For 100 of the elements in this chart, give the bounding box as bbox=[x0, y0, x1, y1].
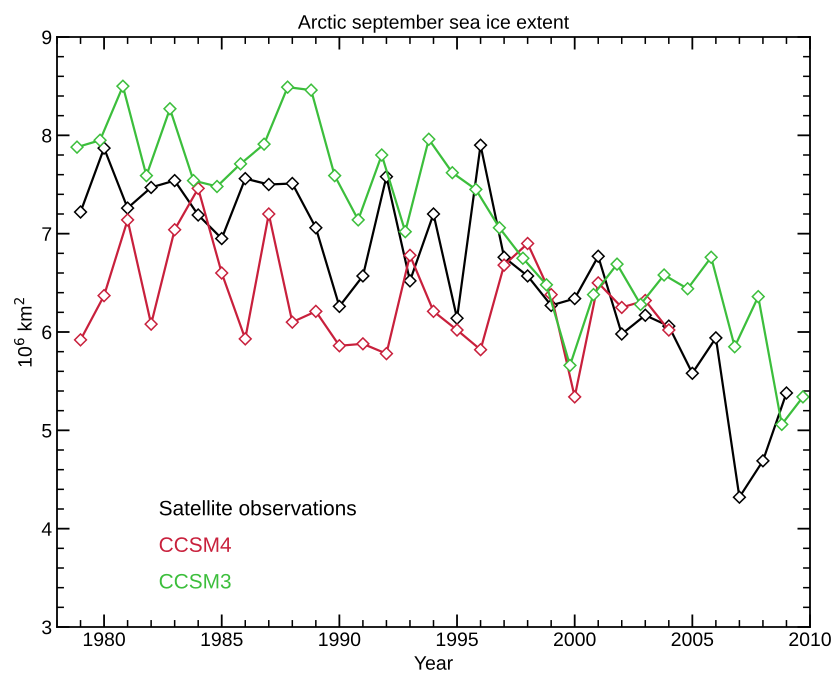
point bbox=[332, 300, 346, 314]
point bbox=[97, 288, 111, 302]
point bbox=[780, 386, 794, 400]
point bbox=[215, 266, 228, 280]
point bbox=[680, 282, 694, 296]
point bbox=[168, 174, 182, 188]
point bbox=[403, 248, 417, 262]
point bbox=[280, 80, 294, 94]
point bbox=[120, 213, 134, 227]
point bbox=[634, 298, 648, 312]
text: CCSM3 bbox=[160, 574, 231, 589]
point bbox=[775, 418, 788, 432]
point bbox=[540, 278, 554, 292]
text: CCSM4 bbox=[160, 537, 231, 552]
y-tick-label: 7 bbox=[42, 227, 52, 241]
y-tick-label: 3 bbox=[42, 620, 52, 634]
point bbox=[704, 250, 718, 264]
point bbox=[262, 207, 276, 221]
point bbox=[756, 454, 770, 468]
text: Satellite observations bbox=[160, 500, 356, 516]
y-axis-title: 10$^{6}$ km$^{2}$ bbox=[14, 298, 32, 366]
point bbox=[586, 288, 600, 302]
point bbox=[398, 225, 412, 238]
point bbox=[474, 138, 488, 152]
point bbox=[403, 274, 417, 288]
point bbox=[796, 390, 810, 404]
point bbox=[215, 232, 228, 246]
point bbox=[686, 366, 699, 380]
point bbox=[450, 312, 464, 325]
point bbox=[610, 257, 624, 271]
point bbox=[563, 358, 577, 372]
x-tick-label: 1980 bbox=[84, 632, 125, 646]
point bbox=[568, 390, 582, 404]
point bbox=[309, 304, 322, 318]
point bbox=[422, 132, 436, 146]
point bbox=[520, 236, 534, 250]
point bbox=[163, 102, 177, 116]
point bbox=[592, 250, 605, 263]
point bbox=[356, 337, 370, 350]
point bbox=[192, 182, 205, 196]
point bbox=[516, 252, 530, 265]
x-tick-label: 2010 bbox=[789, 632, 831, 646]
point bbox=[352, 213, 365, 227]
point bbox=[497, 258, 511, 272]
x-tick-label: 1985 bbox=[202, 632, 243, 646]
point bbox=[186, 174, 200, 188]
point bbox=[709, 331, 723, 345]
y-tick-label: 9 bbox=[42, 30, 52, 44]
point bbox=[492, 221, 506, 234]
point bbox=[615, 327, 628, 341]
point bbox=[257, 138, 271, 151]
point bbox=[116, 80, 130, 93]
point bbox=[140, 168, 154, 182]
point bbox=[332, 339, 346, 352]
y-tick-label: 6 bbox=[42, 325, 52, 340]
chart-title: Arctic september sea ice extent bbox=[298, 14, 569, 33]
y-tick-label: 8 bbox=[42, 128, 52, 143]
x-tick-label: 1990 bbox=[319, 632, 360, 646]
point bbox=[446, 166, 459, 180]
point bbox=[356, 269, 370, 283]
point bbox=[520, 269, 534, 283]
point bbox=[657, 268, 671, 282]
point bbox=[309, 221, 322, 234]
point bbox=[210, 180, 224, 194]
point bbox=[168, 223, 182, 236]
point bbox=[304, 83, 318, 97]
point bbox=[752, 290, 765, 304]
point bbox=[192, 208, 205, 222]
point bbox=[450, 323, 464, 337]
x-tick-label: 2005 bbox=[672, 632, 714, 646]
point bbox=[662, 323, 676, 337]
point bbox=[93, 134, 107, 147]
x-axis-title: Year bbox=[414, 656, 453, 670]
point bbox=[474, 343, 488, 356]
point bbox=[469, 182, 483, 196]
point bbox=[286, 176, 299, 190]
point bbox=[74, 333, 88, 347]
x-tick-label: 2000 bbox=[554, 632, 596, 646]
point bbox=[74, 205, 88, 219]
point bbox=[144, 180, 158, 194]
point bbox=[70, 140, 84, 154]
point bbox=[144, 317, 158, 331]
point bbox=[286, 316, 299, 329]
x-tick-label: 1995 bbox=[436, 632, 478, 646]
point bbox=[380, 346, 394, 360]
point bbox=[97, 141, 111, 155]
point bbox=[426, 207, 440, 221]
point bbox=[615, 300, 628, 314]
point bbox=[732, 490, 746, 504]
point bbox=[426, 304, 440, 318]
point bbox=[238, 172, 252, 186]
point bbox=[568, 292, 582, 306]
point bbox=[262, 178, 276, 192]
point bbox=[234, 157, 248, 171]
point bbox=[638, 308, 652, 322]
point bbox=[328, 168, 342, 182]
point bbox=[120, 201, 134, 215]
y-tick-label: 4 bbox=[42, 522, 52, 536]
point bbox=[375, 148, 388, 162]
point bbox=[728, 340, 742, 354]
